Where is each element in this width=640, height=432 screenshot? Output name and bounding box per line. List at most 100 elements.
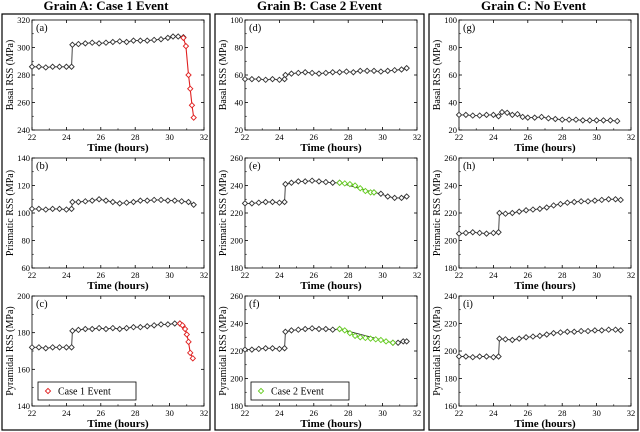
panel-b: (b) 22 24 26 28 30 32 60 80 100 120 140 Time (hours)… — [5, 153, 208, 292]
data-point — [605, 196, 612, 203]
data-point — [498, 108, 506, 116]
data-point — [372, 336, 379, 343]
data-point — [350, 69, 357, 76]
data-point — [398, 194, 405, 202]
x-tick-label: 30 — [378, 270, 387, 280]
data-point — [178, 198, 185, 205]
data-point — [322, 325, 330, 333]
x-tick-label: 32 — [627, 132, 636, 142]
y-tick-label: 240 — [444, 291, 457, 301]
x-tick-label: 24 — [62, 132, 71, 142]
series-line — [458, 198, 621, 235]
data-point — [382, 338, 390, 345]
data-point — [341, 327, 348, 334]
data-point — [308, 177, 316, 184]
x-tick-label: 28 — [344, 408, 353, 418]
data-point — [483, 230, 490, 237]
data-point — [614, 117, 621, 125]
data-point — [185, 198, 192, 206]
data-point — [531, 114, 538, 121]
y-tick-label: 20 — [449, 125, 458, 135]
data-point — [116, 325, 123, 333]
data-point — [295, 178, 302, 185]
panel-label: (c) — [36, 299, 48, 310]
data-point — [346, 329, 354, 337]
data-point — [63, 344, 70, 351]
data-point — [362, 334, 369, 342]
y-tick-label: 100 — [17, 208, 30, 218]
y-tick-label: 120 — [17, 181, 30, 191]
data-point — [63, 206, 70, 213]
data-point — [503, 109, 511, 117]
data-point — [315, 325, 323, 333]
data-point — [109, 38, 117, 46]
data-point — [612, 196, 619, 203]
data-point — [617, 196, 624, 204]
x-axis-label: Time (hours) — [514, 142, 576, 154]
x-tick-label: 22 — [28, 132, 37, 142]
data-point — [116, 200, 123, 207]
base-series — [455, 326, 624, 361]
x-tick-label: 28 — [558, 408, 567, 418]
plot-area — [244, 157, 418, 269]
y-tick-label: 280 — [17, 70, 30, 80]
x-tick-label: 28 — [131, 408, 140, 418]
y-tick-label: 160 — [17, 364, 30, 374]
x-axis-label: Time (hours) — [87, 142, 149, 154]
data-point — [571, 198, 578, 206]
data-point — [241, 200, 249, 207]
x-tick-label: 24 — [275, 270, 284, 280]
column-title: Grain B: Case 2 Event — [257, 0, 383, 13]
data-point — [543, 204, 550, 211]
data-point — [56, 205, 63, 213]
panel-label: (a) — [36, 23, 48, 34]
data-point — [336, 69, 343, 76]
legend-box — [250, 381, 350, 401]
data-point — [164, 34, 172, 42]
data-point — [329, 326, 336, 333]
data-point — [255, 75, 262, 83]
data-point — [44, 387, 52, 395]
y-tick-label: 80 — [449, 43, 458, 53]
y-tick-label: 260 — [230, 291, 243, 301]
x-tick-label: 22 — [241, 408, 250, 418]
data-point — [241, 75, 249, 83]
data-point — [295, 326, 302, 333]
data-point — [490, 229, 497, 237]
y-axis-label: Pyramidal RSS (MPa) — [432, 306, 443, 395]
data-point — [389, 339, 397, 346]
x-tick-label: 26 — [97, 408, 106, 418]
data-point — [183, 331, 191, 338]
data-point — [377, 336, 385, 344]
data-point — [557, 200, 564, 208]
x-tick-label: 22 — [28, 270, 37, 280]
data-point — [123, 199, 130, 206]
data-point — [538, 113, 545, 121]
panel-d: (d) 22 24 26 28 30 32 20 40 60 80 100 Time (hours) Ba… — [218, 15, 421, 154]
data-point — [164, 321, 172, 328]
data-point — [509, 336, 516, 344]
x-tick-label: 22 — [455, 132, 464, 142]
y-tick-label: 200 — [444, 346, 457, 356]
data-point — [248, 346, 256, 353]
data-point — [469, 229, 476, 236]
data-point — [282, 180, 289, 188]
grain-frame — [1, 13, 211, 431]
x-tick-label: 26 — [524, 270, 533, 280]
panel-label: (i) — [463, 299, 473, 310]
data-point — [529, 333, 537, 340]
legend-label: Case 1 Event — [58, 387, 111, 398]
column-title: Grain C: No Event — [481, 0, 587, 13]
data-point — [550, 329, 557, 337]
data-point — [68, 63, 75, 70]
data-point — [42, 206, 49, 213]
data-point — [524, 114, 532, 121]
data-point — [75, 198, 82, 206]
data-point — [591, 327, 599, 334]
data-point — [88, 39, 96, 46]
data-point — [598, 196, 605, 204]
x-axis-label: Time (hours) — [514, 280, 576, 292]
data-point — [137, 197, 144, 204]
data-point — [137, 37, 144, 44]
base-series — [455, 108, 621, 125]
